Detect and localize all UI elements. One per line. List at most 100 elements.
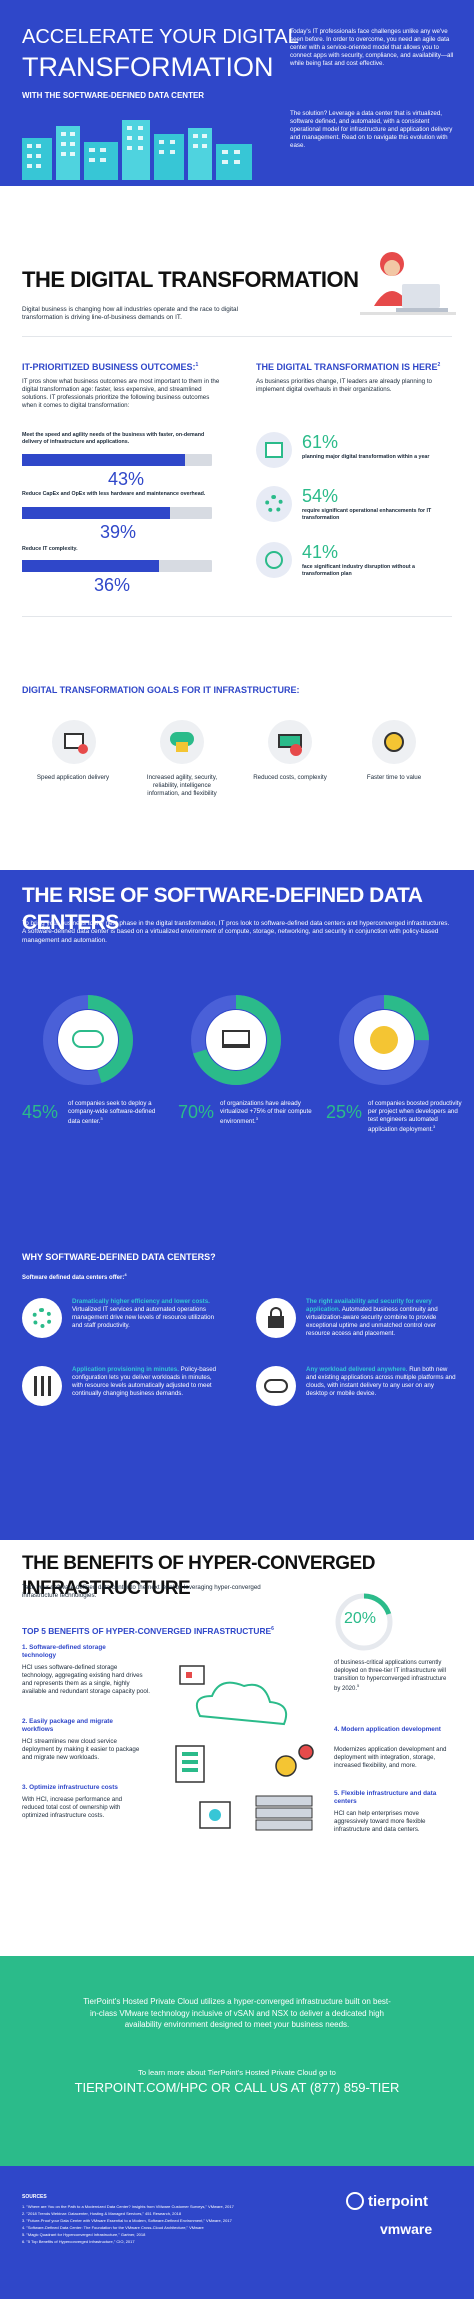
outcome-bar-2: [22, 507, 212, 519]
sddc-stat-text-2: of organizations have already virtualize…: [220, 1100, 312, 1126]
cog-network-icon: [22, 1298, 62, 1338]
sddc-title: THE RISE OF SOFTWARE-DEFINED DATA CENTER…: [22, 884, 422, 935]
source-item-6: 6. "5 Top Benefits of Hyperconverged Inf…: [22, 2239, 135, 2244]
cta-para: TierPoint's Hosted Private Cloud utilize…: [83, 1997, 391, 2030]
why-benefit-4: Any workload delivered anywhere. Run bot…: [306, 1366, 456, 1398]
here-stat-label-1: planning major digital transformation wi…: [302, 454, 430, 460]
divider: [22, 616, 452, 617]
goal-label-4: Faster time to value: [366, 774, 422, 781]
divider: [22, 336, 452, 337]
why-subheading: Software defined data centers offer:4: [22, 1272, 127, 1281]
sddc-stat-value-1: 45%: [22, 1102, 59, 1122]
hci-stat-text: of business-critical applications curren…: [334, 1660, 447, 1693]
hero-para1: Today's IT professionals face challenges…: [290, 28, 454, 68]
vmware-logo: vmware: [380, 2221, 433, 2237]
here-stat-value-2: 54%: [302, 486, 339, 506]
hci-title: THE BENEFITS OF HYPER-CONVERGED INFRASTR…: [22, 1553, 375, 1599]
donut-arc: [43, 995, 133, 1085]
outcome-bar-fill: [22, 454, 186, 466]
cta-learn: To learn more about TierPoint's Hosted P…: [138, 2068, 336, 2077]
sddc-intro: To bring your business to the next phase…: [22, 920, 450, 944]
sddc-donut-1: [43, 995, 133, 1085]
laptop-cloud-icon: [222, 1030, 250, 1048]
hci-illustration: [175, 1665, 314, 1831]
gears-icon: [256, 486, 292, 522]
hci-benefit-title-2: 2. Easily package and migrate workflows: [22, 1718, 113, 1734]
hci-intro: Take your software-defined data center t…: [22, 1584, 261, 1600]
outcome-bar-fill: [22, 507, 171, 519]
sddc-stat-text-1: of companies seek to deploy a company-wi…: [68, 1100, 156, 1126]
hero-subtitle: WITH THE SOFTWARE-DEFINED DATA CENTER: [22, 91, 205, 100]
why-benefit-2: The right availability and security for …: [306, 1298, 438, 1338]
outcome-bar-fill: [22, 560, 159, 572]
outcome-bar-1: [22, 454, 212, 466]
outcome-value-3: 36%: [94, 575, 131, 595]
sddc-stat-text-3: of companies boosted productivity per pr…: [368, 1100, 462, 1134]
source-item-5: 5. "Magic Quadrant for Hyperconverged In…: [22, 2232, 146, 2237]
sliders-icon: [22, 1366, 62, 1406]
outcome-label-1: Meet the speed and agility needs of the …: [22, 432, 205, 445]
goals-heading: DIGITAL TRANSFORMATION GOALS FOR IT INFR…: [22, 685, 300, 695]
why-heading: WHY SOFTWARE-DEFINED DATA CENTERS?: [22, 1252, 216, 1262]
calendar-icon: [256, 432, 292, 468]
donut-arc: [335, 1593, 393, 1651]
digital-section: THE DIGITAL TRANSFORMATION Digital busin…: [0, 186, 474, 870]
sddc-donut-2: [191, 995, 281, 1085]
outcome-value-1: 43%: [108, 469, 145, 489]
source-item-4: 4. "Software-Defined Data Center: The Fo…: [22, 2225, 204, 2230]
outcome-label-2: Reduce CapEx and OpEx with less hardware…: [22, 491, 206, 497]
here-heading: THE DIGITAL TRANSFORMATION IS HERE2: [256, 362, 441, 372]
hci-benefit-title-3: 3. Optimize infrastructure costs: [22, 1784, 118, 1791]
goal-label-3: Reduced costs, complexity: [253, 774, 327, 781]
goal-label-1: Speed application delivery: [36, 774, 110, 781]
hci-benefit-body-2: HCI streamlines new cloud service deploy…: [22, 1738, 140, 1762]
app-window-icon: [52, 720, 96, 764]
gear-icon: [370, 1026, 398, 1054]
clock-icon: [256, 542, 292, 578]
hero-title-line2: TRANSFORMATION: [22, 52, 274, 82]
donut-arc: [339, 995, 429, 1085]
hci-benefit-body-4: Modernizes application development and d…: [334, 1746, 447, 1770]
cloud-servers-icon: [72, 1030, 104, 1048]
sddc-stat-value-2: 70%: [178, 1102, 215, 1122]
cta-url-link[interactable]: TIERPOINT.COM/HPC OR CALL US AT (877) 85…: [74, 2080, 400, 2095]
tierpoint-logo: tierpoint: [368, 2193, 428, 2210]
why-benefit-3: Application provisioning in minutes. Pol…: [72, 1366, 217, 1398]
here-stat-label-2: require significant operational enhancem…: [302, 508, 432, 521]
outcome-label-3: Reduce IT complexity.: [22, 546, 78, 552]
outcome-value-2: 39%: [100, 522, 137, 542]
cta-section: TierPoint's Hosted Private Cloud utilize…: [0, 1956, 474, 2166]
money-icon: [268, 720, 312, 764]
here-stat-label-3: face significant industry disruption wit…: [302, 564, 416, 577]
hero-title-line1: ACCELERATE YOUR DIGITAL: [22, 26, 299, 48]
hero-section: ACCELERATE YOUR DIGITAL TRANSFORMATION W…: [0, 0, 474, 186]
cloud-lock-icon: [160, 720, 204, 764]
hci-benefit-body-3: With HCI, increase performance and reduc…: [22, 1796, 123, 1820]
stopwatch-icon: [372, 720, 416, 764]
outcomes-body: IT pros show what business outcomes are …: [22, 378, 220, 410]
here-stat-value-3: 41%: [302, 542, 339, 562]
here-body: As business priorities change, IT leader…: [256, 378, 432, 394]
hci-stat-value: 20%: [344, 1610, 377, 1627]
top5-heading: TOP 5 BENEFITS OF HYPER-CONVERGED INFRAS…: [22, 1626, 274, 1636]
footer-section: SOURCES 1. "Where are You on the Path to…: [0, 2166, 474, 2299]
digital-intro: Digital business is changing how all ind…: [22, 306, 238, 322]
sddc-section: THE RISE OF SOFTWARE-DEFINED DATA CENTER…: [0, 870, 474, 1540]
hci-section: THE BENEFITS OF HYPER-CONVERGED INFRASTR…: [0, 1540, 474, 1956]
source-item-3: 3. "Future-Proof your Data Center with V…: [22, 2218, 232, 2223]
why-benefit-1: Dramatically higher efficiency and lower…: [72, 1298, 215, 1330]
hci-benefit-body-5: HCI can help enterprises move aggressive…: [334, 1810, 426, 1834]
source-item-2: 2. "2018 Trends Webinar: Datacenter, Hos…: [22, 2211, 182, 2216]
source-item-1: 1. "Where are You on the Path to a Moder…: [22, 2204, 234, 2209]
person-laptop-illustration: [360, 252, 456, 315]
sources-heading: SOURCES: [22, 2194, 47, 2200]
padlock-icon: [256, 1298, 296, 1338]
hci-donut: [335, 1593, 393, 1651]
hci-benefit-title-5: 5. Flexible infrastructure and data cent…: [334, 1790, 437, 1806]
donut-arc: [191, 995, 281, 1085]
hci-benefit-title-1: 1. Software-defined storage technology: [22, 1644, 106, 1660]
tierpoint-logo-icon: [346, 2192, 364, 2210]
hero-para2: The solution? Leverage a data center tha…: [290, 110, 453, 150]
hci-benefit-body-1: HCI uses software-defined storage techno…: [22, 1664, 150, 1696]
digital-title: THE DIGITAL TRANSFORMATION: [22, 267, 359, 292]
